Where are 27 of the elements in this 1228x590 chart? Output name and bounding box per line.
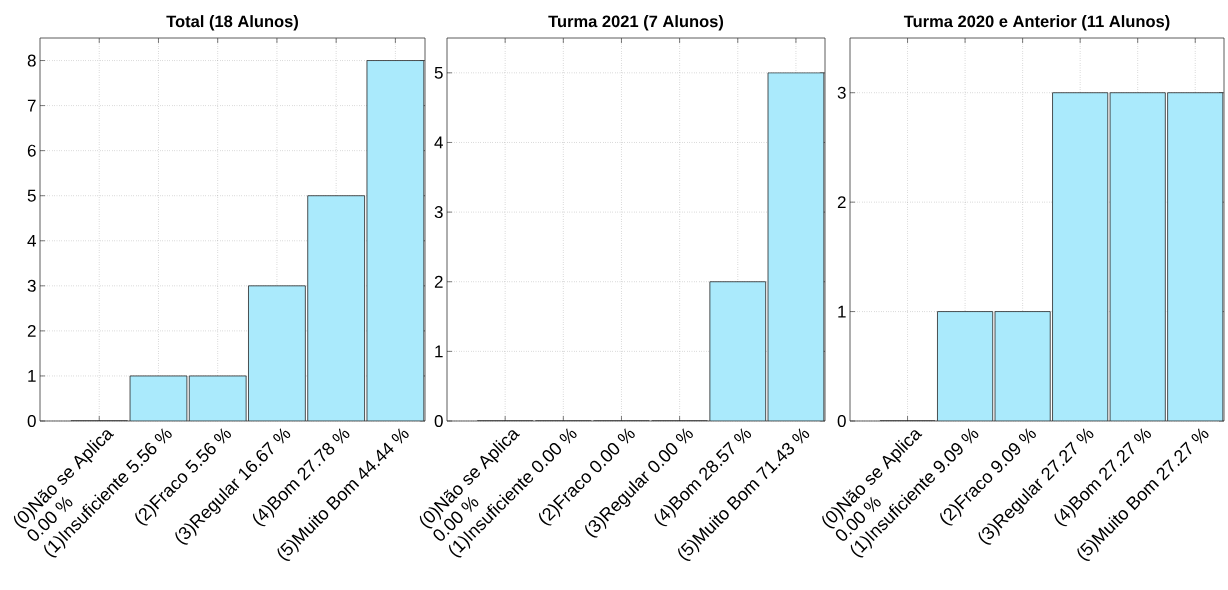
chart-title: Turma 2020 e Anterior (11 Alunos) — [903, 15, 1170, 31]
chart-title: Total (18 Alunos) — [166, 15, 298, 31]
y-tick-label: 0 — [434, 414, 443, 428]
y-tick-label: 0 — [27, 414, 36, 428]
y-tick-label: 5 — [434, 66, 443, 79]
bar — [307, 195, 365, 421]
y-tick-label: 1 — [435, 345, 443, 358]
bar — [248, 285, 306, 421]
y-tick-label: 2 — [27, 324, 36, 337]
y-tick-label: 1 — [838, 305, 846, 318]
bar — [366, 60, 425, 421]
bar — [130, 375, 187, 421]
y-tick-label: 6 — [27, 144, 36, 157]
y-tick-label: 3 — [837, 86, 846, 99]
chart-title: Turma 2021 (7 Alunos) — [548, 15, 724, 31]
y-tick-label: 4 — [27, 234, 36, 247]
y-tick-label: 3 — [27, 279, 36, 292]
y-tick-label: 7 — [27, 99, 36, 112]
y-tick-label: 0 — [837, 414, 846, 428]
y-tick-label: 1 — [28, 370, 36, 382]
bar — [189, 375, 247, 421]
y-tick-label: 2 — [434, 275, 443, 288]
y-tick-label: 8 — [27, 54, 36, 67]
y-tick-label: 2 — [837, 196, 846, 209]
y-tick-label: 5 — [27, 189, 36, 202]
y-tick-label: 4 — [434, 136, 443, 149]
y-tick-label: 3 — [434, 206, 443, 219]
